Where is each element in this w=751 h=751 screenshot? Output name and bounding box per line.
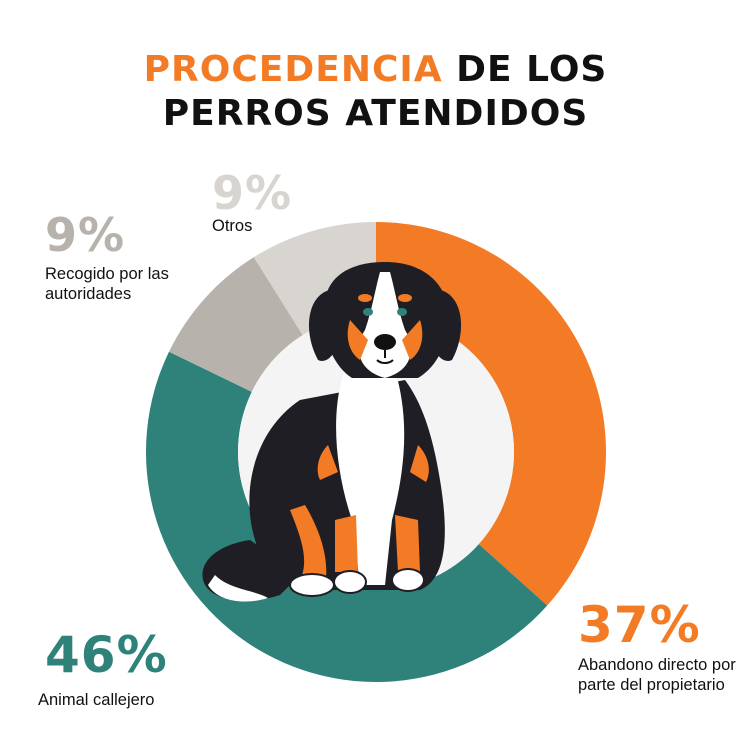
slice-percent-autoridades: 9% (45, 208, 126, 262)
slice-label-abandono: Abandono directo por parte del propietar… (578, 656, 736, 694)
slice-percent-otros: 9% (212, 166, 293, 220)
donut-slice-autoridades (168, 257, 303, 392)
title-accent: PROCEDENCIA (143, 49, 443, 90)
chart-title: PROCEDENCIA DE LOS PERROS ATENDIDOS (0, 48, 751, 136)
title-rest: DE LOS (442, 49, 608, 90)
slice-label-otros: Otros (212, 217, 253, 235)
slice-label-callejero: Animal callejero (38, 691, 155, 709)
slice-percent-callejero: 46% (45, 626, 168, 684)
slice-percent-abandono: 37% (578, 596, 701, 654)
slice-label-autoridades: Recogido por las autoridades (45, 265, 169, 303)
title-line2: PERROS ATENDIDOS (162, 93, 589, 134)
